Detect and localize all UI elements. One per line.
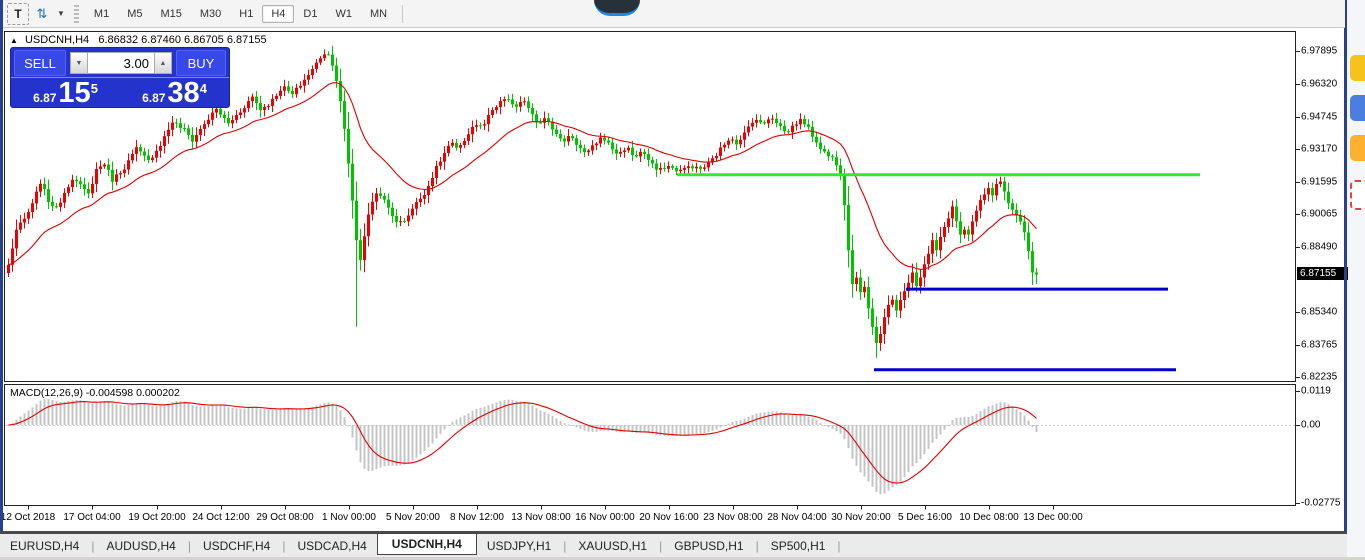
macd-signal-line (8, 401, 1037, 484)
timeframe-button-w1[interactable]: W1 (335, 7, 352, 20)
buy-price-big: 38 (167, 77, 200, 109)
timeframe-button-h1[interactable]: H1 (239, 7, 254, 20)
timeframe-button-m5[interactable]: M5 (127, 7, 143, 20)
timeframe-button-d1[interactable]: D1 (303, 7, 318, 20)
sell-button[interactable]: SELL (14, 50, 66, 76)
buy-price-prefix: 6.87 (142, 91, 166, 105)
time-axis-label: 16 Nov 00:00 (575, 512, 635, 523)
one-click-trading-panel: SELL ▼ 3.00 ▲ BUY 6.87 15 5 6.87 38 4 (10, 47, 230, 108)
time-axis-label: 17 Oct 04:00 (63, 512, 121, 523)
chart-tab-gbpusd[interactable]: GBPUSD,H1 (674, 538, 744, 553)
sell-price-big: 15 (58, 77, 91, 109)
desktop-strip (1347, 0, 1365, 560)
time-axis-label: 20 Nov 16:00 (639, 512, 699, 523)
time-axis-label: 13 Dec 00:00 (1023, 512, 1083, 523)
chart-tab-usdcad[interactable]: USDCAD,H4 (297, 538, 367, 553)
time-axis-label: 1 Nov 00:00 (322, 512, 376, 523)
price-axis-tick: 6.83765 (1301, 339, 1338, 351)
chart-tab-xauusd[interactable]: XAUUSD,H1 (578, 538, 648, 553)
price-axis-tick: 6.94745 (1301, 111, 1338, 123)
tab-separator: | (91, 538, 95, 553)
macd-axis-tick: -0.02775 (1301, 497, 1341, 509)
timeframe-button-m1[interactable]: M1 (93, 7, 110, 20)
price-axis-tick: 6.96320 (1301, 78, 1338, 90)
collapse-arrow-icon[interactable]: ▲ (10, 36, 18, 45)
candlestick-series (7, 45, 1038, 358)
background-logo-circle (594, 0, 640, 16)
price-axis-tick: 6.97895 (1301, 45, 1338, 57)
tab-separator: | (187, 538, 191, 553)
macd-axis-tick: 0.00 (1301, 419, 1321, 431)
tab-separator: | (563, 538, 567, 553)
price-axis-tick: 6.88490 (1301, 241, 1338, 253)
toolbar: T ⇅ ▼ M1 M5 M15 M30 H1 H4 D1 W1 MN (3, 0, 1345, 28)
tab-separator: | (837, 538, 841, 553)
chart-tab-eurusd[interactable]: EURUSD,H4 (10, 538, 80, 553)
price-axis-tick: 6.93170 (1301, 143, 1338, 155)
timeframe-button-m30[interactable]: M30 (199, 7, 222, 20)
time-axis-label: 13 Nov 08:00 (511, 512, 571, 523)
current-price-badge: 6.87155 (1297, 267, 1348, 281)
arrows-tool-button[interactable]: ⇅ (36, 5, 48, 21)
chart-tab-bar: EURUSD,H4 | AUDUSD,H4 | USDCHF,H4 | USDCAD,H4 U… (0, 531, 1347, 557)
time-axis-label: 19 Oct 20:00 (128, 512, 186, 523)
ma-line (8, 82, 1037, 270)
tab-separator: | (755, 538, 759, 553)
orange-app-icon[interactable] (1350, 135, 1365, 161)
sell-price-sup: 5 (90, 81, 98, 96)
time-axis-label: 24 Oct 12:00 (192, 512, 250, 523)
time-axis-label: 28 Nov 04:00 (767, 512, 827, 523)
time-axis-label: 29 Oct 08:00 (256, 512, 314, 523)
window-border-left (0, 0, 3, 557)
tab-separator: | (282, 538, 286, 553)
chart-title: ▲ USDCNH,H4 6.86832 6.87460 6.86705 6.87… (10, 34, 267, 46)
chart-tab-usdchf[interactable]: USDCHF,H4 (202, 538, 271, 553)
timeframe-button-h4[interactable]: H4 (262, 4, 295, 23)
volume-decrease-button[interactable]: ▼ (69, 52, 88, 74)
timeframe-button-mn[interactable]: MN (369, 7, 388, 20)
toolbar-separator (402, 4, 404, 23)
macd-axis-tick: 0.0119 (1301, 385, 1331, 397)
price-axis-tick: 6.85340 (1301, 306, 1338, 318)
sell-price-prefix: 6.87 (33, 91, 57, 105)
time-axis-label: 5 Nov 20:00 (386, 512, 440, 523)
chart-tab-usdjpy[interactable]: USDJPY,H1 (486, 538, 552, 553)
chart-title-symbol: USDCNH,H4 (24, 34, 90, 46)
time-axis-label: 8 Nov 12:00 (450, 512, 504, 523)
macd-indicator-label: MACD(12,26,9) -0.004598 0.000202 (10, 387, 180, 399)
buy-price-sup: 4 (199, 81, 207, 96)
time-axis-label: 30 Nov 20:00 (831, 512, 891, 523)
chevron-down-icon[interactable]: ▼ (57, 9, 65, 18)
chart-tab-audusd[interactable]: AUDUSD,H4 (106, 538, 176, 553)
yellow-app-icon[interactable] (1350, 55, 1365, 81)
chart-tab-usdcnh[interactable]: USDCNH,H4 (376, 532, 477, 555)
timeframe-button-group: M1 M5 M15 M30 H1 H4 D1 W1 MN (85, 4, 396, 23)
buy-button[interactable]: BUY (175, 50, 226, 76)
price-axis-tick: 6.82235 (1301, 371, 1338, 383)
price-axis-tick: 6.91595 (1301, 176, 1338, 188)
time-axis-label: 10 Dec 08:00 (959, 512, 1019, 523)
buy-price-display[interactable]: 6.87 38 4 (120, 77, 229, 108)
sell-price-display[interactable]: 6.87 15 5 (11, 77, 120, 108)
dashed-circle-app-icon[interactable] (1350, 180, 1365, 210)
text-label-tool-button[interactable]: T (7, 2, 29, 25)
time-axis-label: 23 Nov 08:00 (703, 512, 763, 523)
window-border-bottom (0, 557, 1365, 560)
volume-increase-button[interactable]: ▲ (153, 52, 172, 74)
timeframe-button-m15[interactable]: M15 (160, 7, 182, 20)
window-border-right (1344, 0, 1347, 557)
price-axis-tick: 6.90065 (1301, 208, 1338, 220)
toolbar-drag-handle[interactable] (73, 4, 79, 23)
volume-input[interactable]: 3.00 (87, 52, 154, 74)
macd-histogram (7, 398, 1038, 495)
time-axis-label: 5 Dec 16:00 (898, 512, 952, 523)
time-axis-label: 12 Oct 2018 (0, 512, 56, 523)
blue-app-icon[interactable] (1350, 95, 1365, 121)
chart-tab-sp500[interactable]: SP500,H1 (770, 538, 826, 553)
tab-separator: | (659, 538, 663, 553)
chart-title-ohlc: 6.86832 6.87460 6.86705 6.87155 (98, 34, 267, 46)
